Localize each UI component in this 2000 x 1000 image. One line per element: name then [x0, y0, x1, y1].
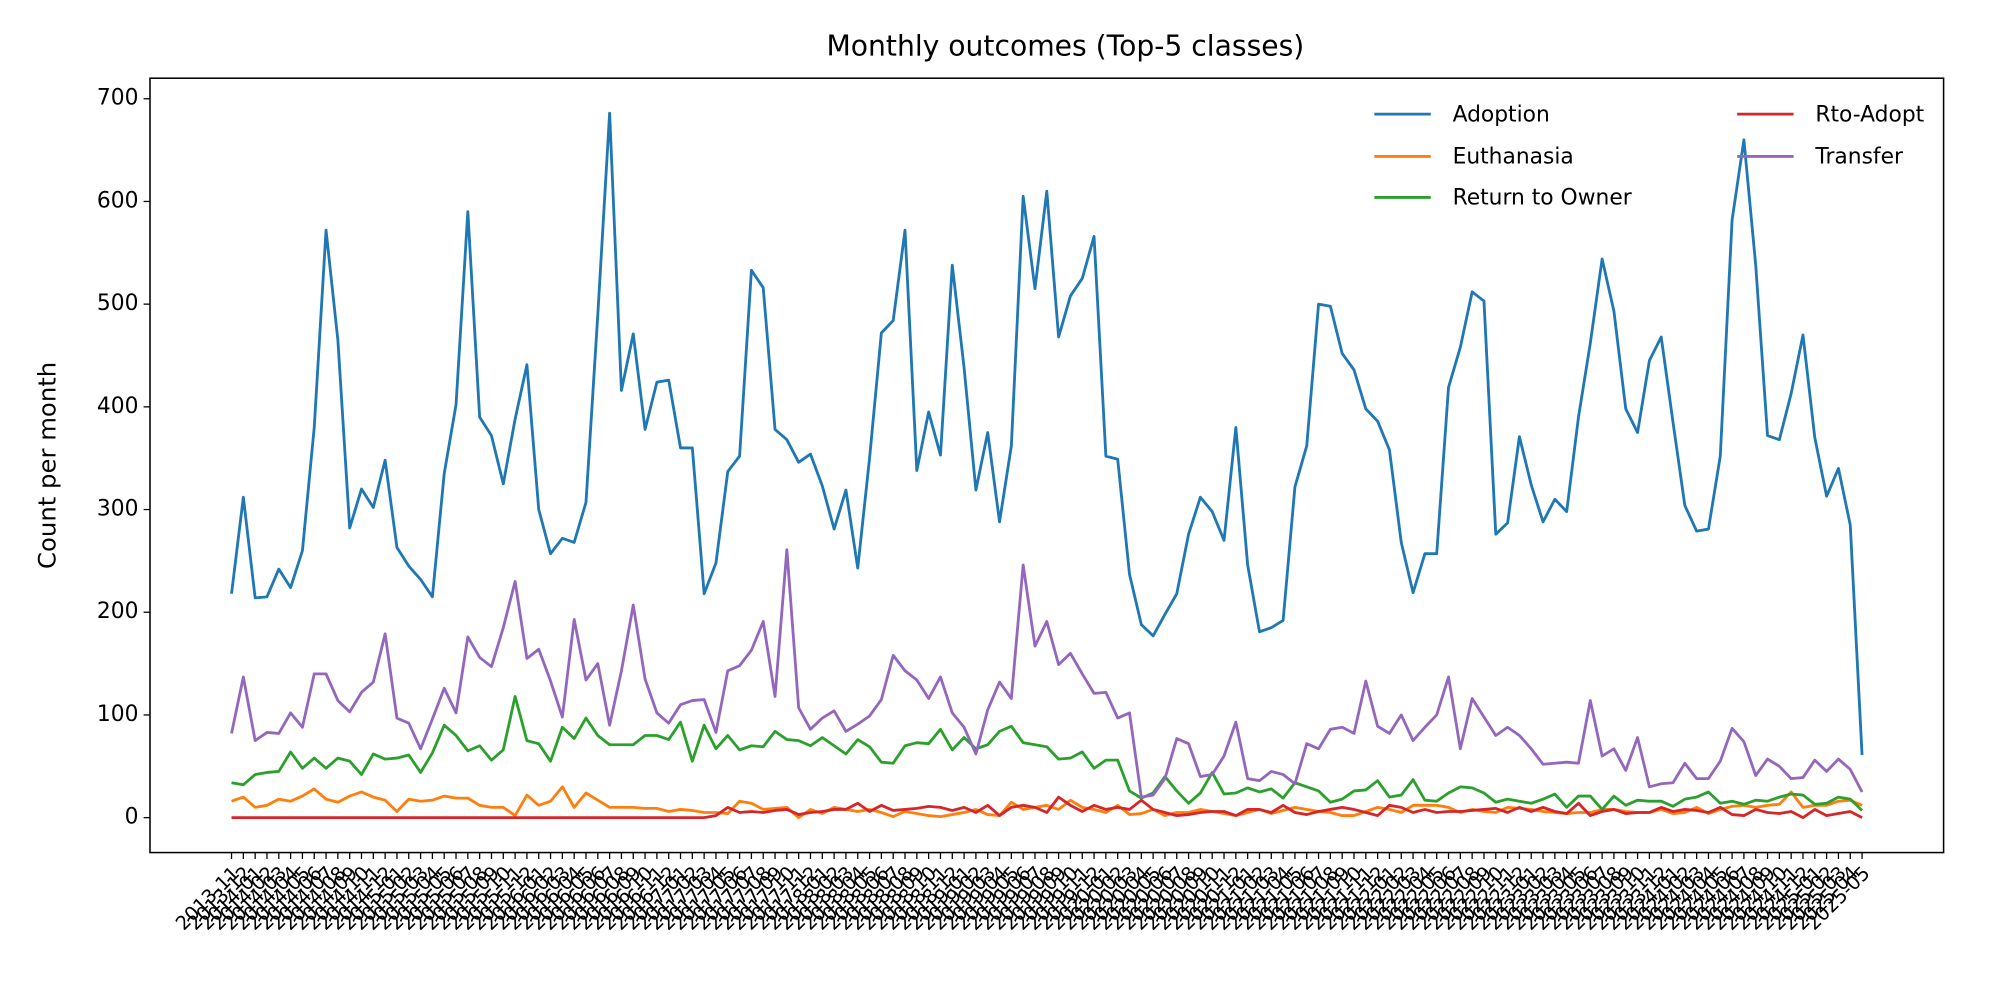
y-tick-label: 400	[97, 394, 139, 419]
y-tick-label: 300	[97, 497, 139, 522]
chart-title: Monthly outcomes (Top-5 classes)	[826, 29, 1304, 62]
legend-label: Adoption	[1453, 102, 1550, 127]
legend-label: Transfer	[1814, 145, 1903, 170]
y-tick-label: 600	[97, 188, 139, 213]
series-line	[231, 795, 1863, 820]
series-line	[230, 548, 1864, 799]
y-axis-label: Count per month	[33, 362, 62, 569]
y-tick-label: 500	[97, 291, 139, 316]
y-tick-label: 700	[97, 86, 139, 111]
y-tick-label: 100	[97, 702, 139, 727]
series-line	[231, 695, 1864, 812]
y-tick-label: 0	[125, 805, 139, 830]
series-line	[230, 111, 1864, 756]
legend-label: Euthanasia	[1453, 145, 1574, 170]
legend-label: Rto-Adopt	[1815, 102, 1924, 127]
legend-label: Return to Owner	[1453, 186, 1632, 211]
series-line	[231, 785, 1863, 820]
y-tick-label: 200	[97, 599, 139, 624]
